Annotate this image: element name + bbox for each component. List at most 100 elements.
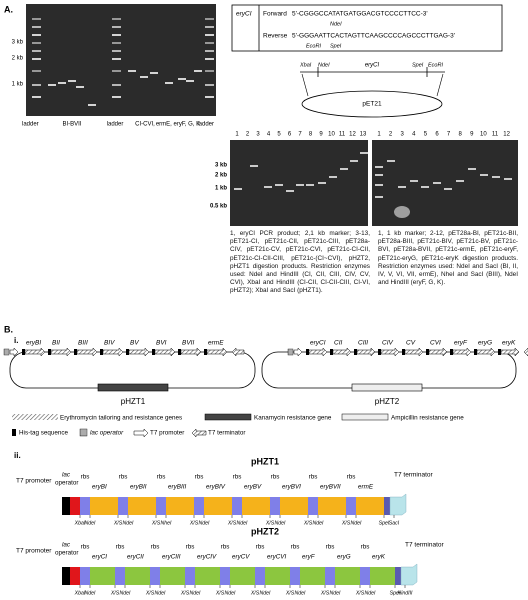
site-label: X/S [110,590,120,596]
terminator-label: T7 terminator [394,472,433,479]
lane-number: 5 [424,132,428,138]
gel-band [32,84,41,86]
rbs [308,497,318,515]
gene [356,497,384,515]
gel-band [398,186,406,188]
gel-band [306,184,314,186]
gene [90,497,118,515]
rbs [115,567,125,585]
gel-band [32,70,41,72]
gene-arrow [356,347,376,357]
gene-label: eryCIV [197,554,217,561]
gene-arrow [128,347,150,357]
rbs [156,497,166,515]
legend-label: His-tag sequence [19,430,69,437]
rbs [194,497,204,515]
site-label: NdeI [155,590,167,596]
rbs-label: rbs [347,474,356,481]
caption: 1, 1 kb marker; 2-12, pET28a-BI, pET21c-… [378,230,518,287]
gene-label: eryBII [130,484,147,491]
gene-arrow [9,347,19,357]
his-tag [378,349,381,355]
lane-label: ladder [22,122,39,128]
his-tag [22,349,25,355]
gel-band [492,176,500,178]
connector [436,73,444,97]
site-label: NdeI [313,520,325,526]
site-label: X/S [113,520,123,526]
gene-arrow [133,428,149,438]
construct-title: pHZT1 [251,456,279,466]
site-label: X/S [320,590,330,596]
his-tag [354,349,357,355]
gel-image [230,140,368,226]
gel-smear [394,206,410,218]
terminator [389,493,407,516]
gene-label: BIII [78,340,88,347]
size-label: 1 kb [215,186,227,192]
gel-band [468,168,476,170]
gene-label: eryBV [244,484,262,491]
gene-arrow [50,347,72,357]
gel-band [205,84,214,86]
gene-label: ermE [208,340,224,347]
gel-band [112,42,121,44]
gel-band [48,84,56,86]
gene-label: CII [334,340,343,347]
lac-operator [70,497,80,515]
primer-sequence: 5'-GGGAATTCACTAGTTCAAGCCCCAGCCCTTGAG-3' [292,33,455,40]
site-label: NdeI [365,590,377,596]
gel-band [140,76,148,78]
gel-band [76,86,84,88]
gene-label: BVI [156,340,167,347]
gel-band [375,166,383,168]
lane-label: ladder [107,122,124,128]
site-label: X/S [215,590,225,596]
size-label: 3 kb [215,163,227,169]
rbs [255,567,265,585]
lac-operator [287,348,294,356]
gene-label: eryCVI [267,554,286,561]
gene [318,497,346,515]
primer-label: Forward [263,11,287,18]
site-label: NheI [161,520,173,526]
gene-label: eryCI [310,340,326,347]
lane-number: 12 [349,132,356,138]
rbs-label: rbs [221,544,230,551]
site-label: NdeI [199,520,211,526]
site-label: X/S [250,590,260,596]
gene-label: eryCV [232,554,250,561]
legend-swatch [79,428,88,437]
rbs [346,497,356,515]
gel-band [186,80,194,82]
linker [384,497,390,515]
site-label: HindIII [398,590,414,596]
gel-band [32,18,41,20]
gene [90,567,115,585]
site-label: NdeI [190,590,202,596]
gel-band [112,34,121,36]
gel-bands [32,18,512,218]
his-tag [152,349,155,355]
gene-arrow [293,347,303,357]
site-label: XbaI [74,590,86,596]
gel-band [112,26,121,28]
gel-band [410,180,418,182]
site-label: X/S [145,590,155,596]
rbs-label: rbs [157,474,166,481]
lane-number: 7 [298,132,302,138]
gel-band [444,188,452,190]
gene [230,567,255,585]
rbs [118,497,128,515]
size-label: 2 kb [12,56,24,62]
gene-arrow [308,347,328,357]
gene-label: eryBI [26,340,41,347]
rbs-label: rbs [309,474,318,481]
gel-band [456,180,464,182]
gene [125,567,150,585]
site-label: SpeI [412,62,424,68]
gel-band [68,80,76,82]
gel-band [350,160,358,162]
gel-band [286,190,294,192]
